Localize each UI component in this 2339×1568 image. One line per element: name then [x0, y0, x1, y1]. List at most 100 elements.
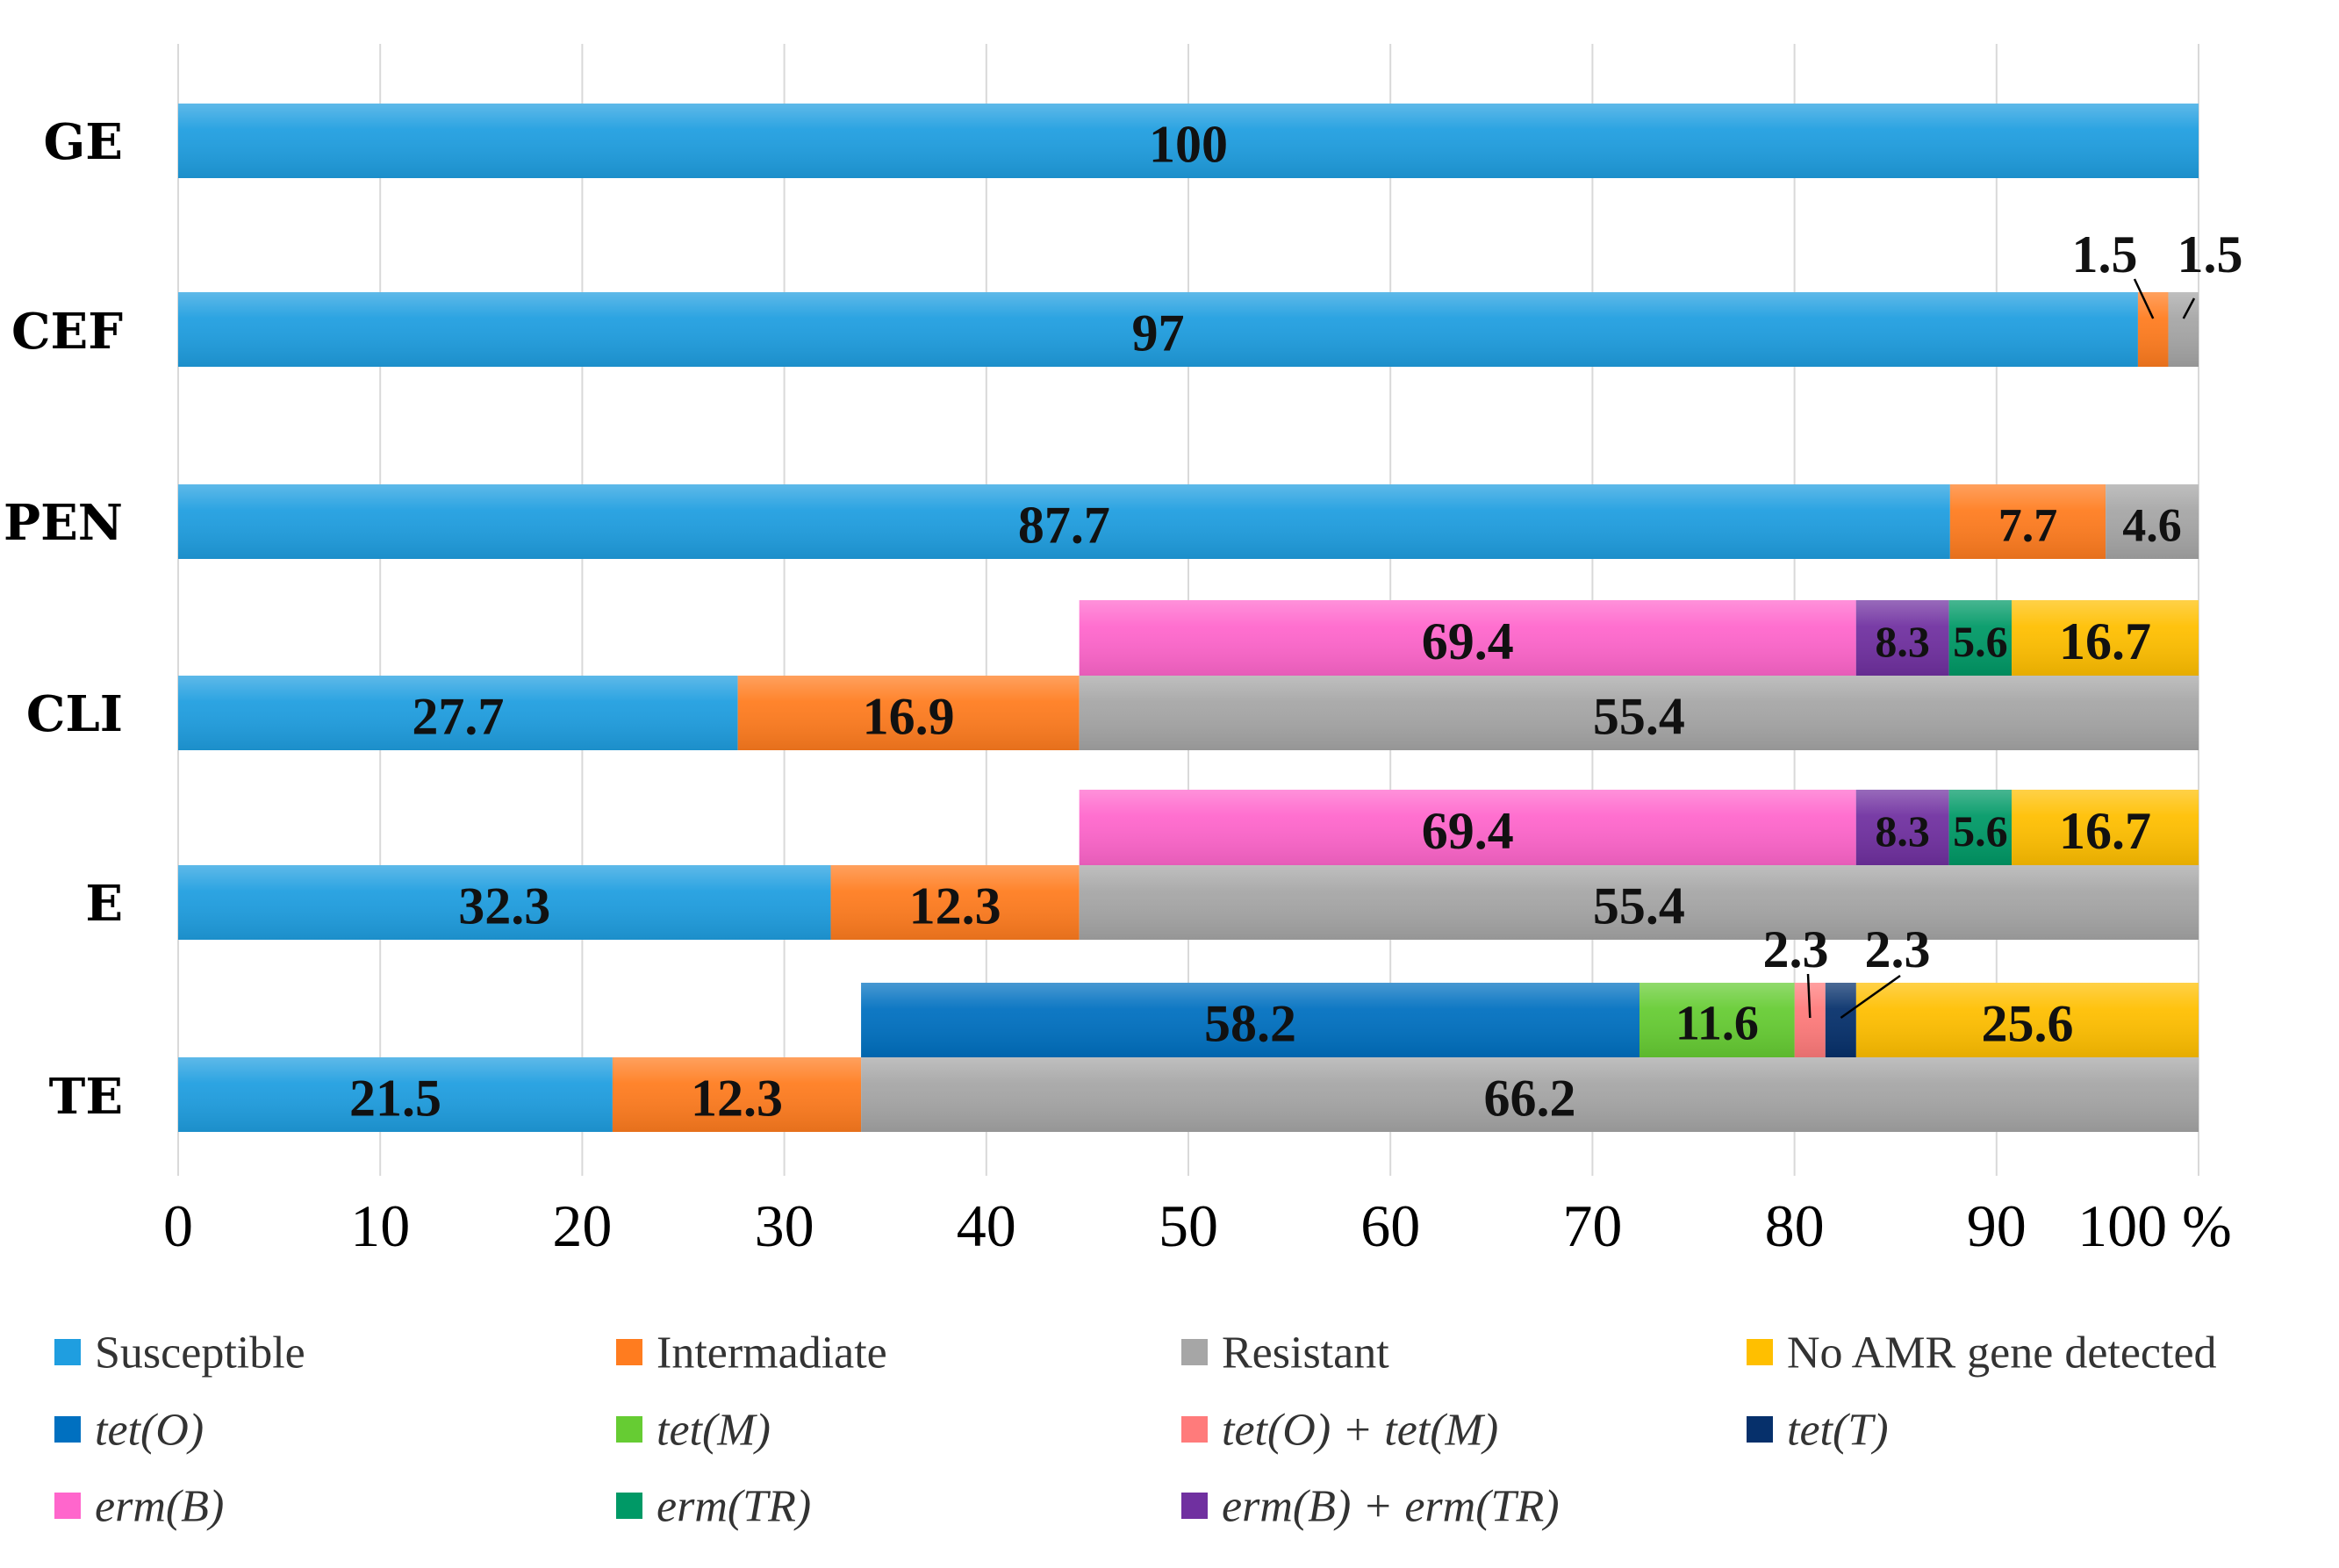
- label-te-intermadiate: 12.3: [691, 1070, 783, 1128]
- gene-label-e-erm-b: 69.4: [1422, 802, 1514, 860]
- legend-swatch-resistant: [1181, 1339, 1208, 1365]
- gene-label-te-no-amr-gene-detected: 25.6: [1981, 995, 2073, 1053]
- gene-label-cli-no-amr-gene-detected: 16.7: [2059, 612, 2151, 670]
- label-e-resistant: 55.4: [1593, 877, 1685, 935]
- legend-label-intermadiate: Intermadiate: [656, 1328, 887, 1378]
- legend-label-no-amr-gene-detected: No AMR gene detected: [1787, 1328, 2217, 1378]
- legend-swatch-intermadiate: [616, 1339, 642, 1365]
- label-cef-intermadiate: 1.5: [2072, 226, 2138, 283]
- gene-label-te-tet-o-tet-m: 2.3: [1763, 920, 1829, 978]
- bars: [178, 104, 2199, 1132]
- gene-bar-e-no-amr-gene-detected-shade: [2012, 790, 2199, 865]
- gene-bar-e-erm-b-erm-tr-shade: [1855, 790, 1949, 865]
- callout-line-te-tet-t: [1840, 974, 1901, 1020]
- legend-label-tet-o-tet-m: tet(O) + tet(M): [1222, 1406, 1498, 1456]
- bar-pen-intermadiate-shade: [1949, 484, 2106, 559]
- gene-bar-te-no-amr-gene-detected-shade: [1855, 983, 2199, 1057]
- label-ge-susceptible: 100: [1149, 116, 1228, 174]
- bar-te-susceptible-shade: [178, 1057, 613, 1132]
- label-cli-resistant: 55.4: [1593, 688, 1685, 746]
- legend-swatch-tet-o-tet-m: [1181, 1416, 1208, 1443]
- category-label-ge: GE: [43, 113, 123, 171]
- label-pen-intermadiate: 7.7: [1998, 499, 2058, 552]
- gene-label-cli-erm-tr: 5.6: [1953, 617, 2008, 666]
- x-tick-label-20: 20: [552, 1192, 612, 1259]
- bar-pen-susceptible-shade: [178, 484, 1950, 559]
- x-tick-label-30: 30: [755, 1192, 814, 1259]
- legend-swatch-tet-o: [54, 1416, 81, 1443]
- category-label-e: E: [85, 875, 123, 933]
- x-tick-label-10: 10: [350, 1192, 410, 1259]
- x-tick-label-100: 100 %: [2077, 1192, 2232, 1259]
- legend-label-susceptible: Susceptible: [95, 1328, 305, 1378]
- gene-bar-e-erm-tr-shade: [1948, 790, 2013, 865]
- category-label-te: TE: [49, 1068, 123, 1126]
- label-pen-resistant: 4.6: [2122, 499, 2182, 552]
- gene-bar-te-tet-m-shade: [1639, 983, 1795, 1057]
- gene-bar-cli-no-amr-gene-detected-shade: [2012, 600, 2199, 676]
- y-axis-categories: GE CEF PEN CLI E TE: [4, 113, 123, 1126]
- gene-bar-cli-erm-b-erm-tr-shade: [1855, 600, 1949, 676]
- legend-label-tet-m: tet(M): [656, 1406, 771, 1456]
- gene-bar-te-tet-o-shade: [861, 983, 1639, 1057]
- label-cef-susceptible: 97: [1131, 304, 1184, 362]
- legend: Susceptible Intermadiate Resistant No AMR g…: [54, 1328, 2217, 1532]
- x-tick-label-90: 90: [1967, 1192, 2027, 1259]
- label-pen-susceptible: 87.7: [1018, 497, 1110, 555]
- legend-label-erm-b-erm-tr: erm(B) + erm(TR): [1222, 1482, 1560, 1532]
- x-tick-label-70: 70: [1562, 1192, 1622, 1259]
- label-e-intermadiate: 12.3: [909, 877, 1001, 935]
- legend-swatch-tet-m: [616, 1416, 642, 1443]
- gene-label-te-tet-o: 58.2: [1204, 995, 1296, 1053]
- callout-line-te-tet-o-tet-m: [1806, 973, 1812, 1019]
- bar-cli-resistant-shade: [1079, 676, 2199, 750]
- bar-e-susceptible-shade: [178, 865, 831, 940]
- gene-bar-cli-erm-tr-shade: [1948, 600, 2013, 676]
- bar-cef-intermadiate-shade: [2137, 292, 2169, 367]
- bar-ge-susceptible-shade: [178, 104, 2199, 178]
- bar-cef-susceptible-shade: [178, 292, 2138, 367]
- legend-label-tet-o: tet(O): [95, 1406, 204, 1456]
- legend-swatch-susceptible: [54, 1339, 81, 1365]
- gene-bar-te-tet-o-tet-m-shade: [1794, 983, 1826, 1057]
- callout-line-cef-intermadiate: [2133, 278, 2155, 319]
- legend-label-erm-tr: erm(TR): [656, 1482, 811, 1532]
- category-label-cli: CLI: [26, 685, 123, 743]
- label-te-resistant: 66.2: [1484, 1070, 1576, 1128]
- legend-label-erm-b: erm(B): [95, 1482, 224, 1532]
- bar-cli-intermadiate-shade: [737, 676, 1080, 750]
- x-axis: 0 10 20 30 40 50 60 70 80 90 100 %: [163, 1192, 2232, 1259]
- legend-swatch-no-amr-gene-detected: [1747, 1339, 1773, 1365]
- gene-label-te-tet-t: 2.3: [1865, 920, 1931, 978]
- category-label-cef: CEF: [11, 303, 123, 361]
- label-cli-susceptible: 27.7: [412, 688, 504, 746]
- label-e-susceptible: 32.3: [458, 877, 550, 935]
- bar-e-resistant-shade: [1079, 865, 2199, 940]
- legend-label-resistant: Resistant: [1222, 1328, 1389, 1378]
- data-labels: 100 97 1.5 1.5 87.7 7.7 4.6 27.7 16.9 55.4 32.3 12.…: [349, 116, 2243, 1128]
- bar-te-intermadiate-shade: [612, 1057, 862, 1132]
- gene-label-cli-erm-b: 69.4: [1422, 612, 1514, 670]
- label-te-susceptible: 21.5: [349, 1070, 441, 1128]
- bar-pen-resistant-shade: [2106, 484, 2199, 559]
- callout-line-cef-resistant: [2182, 297, 2196, 319]
- gene-bar-cli-erm-b-shade: [1079, 600, 1856, 676]
- label-cli-intermadiate: 16.9: [863, 688, 955, 746]
- bar-te-resistant-shade: [861, 1057, 2199, 1132]
- bar-cef-resistant-shade: [2168, 292, 2199, 367]
- x-tick-label-80: 80: [1765, 1192, 1825, 1259]
- x-tick-label-50: 50: [1159, 1192, 1218, 1259]
- legend-swatch-tet-t: [1747, 1416, 1773, 1443]
- x-tick-label-0: 0: [163, 1192, 193, 1259]
- gene-label-e-erm-b-erm-tr: 8.3: [1875, 806, 1930, 856]
- legend-swatch-erm-b-erm-tr: [1181, 1493, 1208, 1519]
- gene-bar-e-erm-b-shade: [1079, 790, 1856, 865]
- gene-bar-te-tet-t-shade: [1825, 983, 1856, 1057]
- gene-label-te-tet-m: 11.6: [1675, 997, 1759, 1051]
- category-label-pen: PEN: [4, 494, 123, 552]
- legend-swatch-erm-tr: [616, 1493, 642, 1519]
- label-cef-resistant: 1.5: [2178, 226, 2243, 283]
- legend-swatch-erm-b: [54, 1493, 81, 1519]
- x-tick-label-60: 60: [1360, 1192, 1420, 1259]
